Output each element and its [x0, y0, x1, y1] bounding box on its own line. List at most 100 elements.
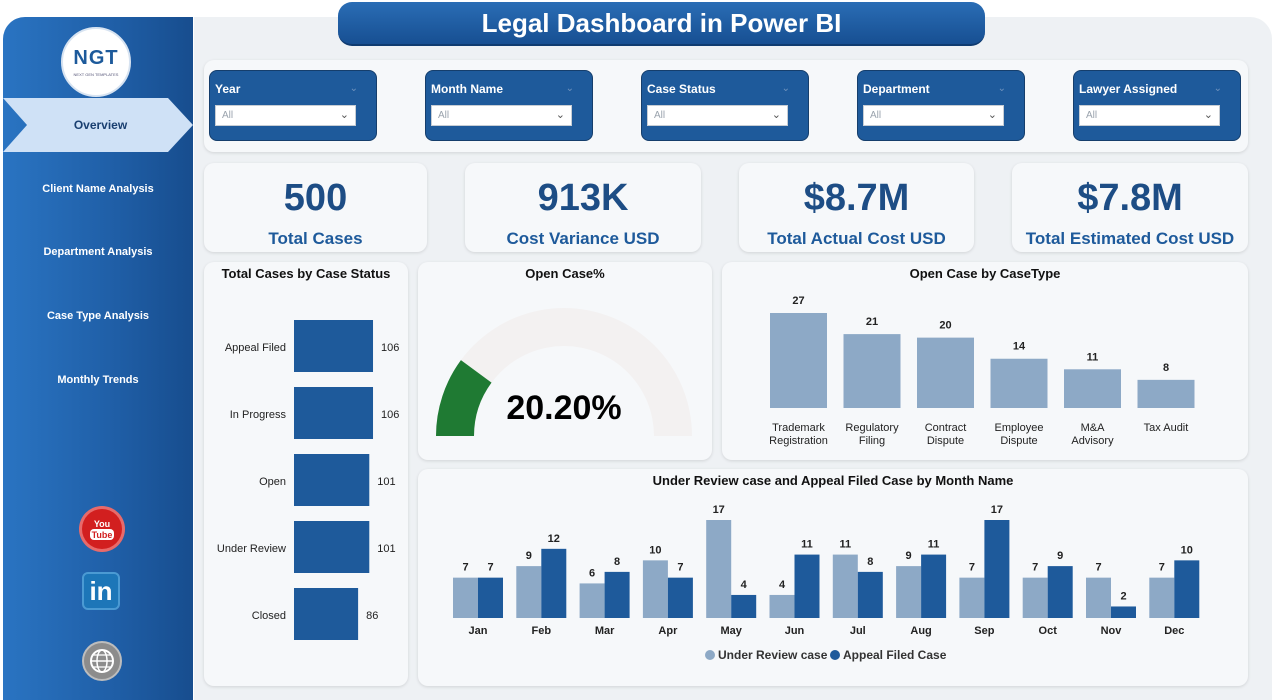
chevron-down-icon: ⌄: [555, 109, 565, 121]
data-label: 9: [906, 550, 912, 562]
bar: [896, 566, 922, 618]
data-label: 10: [649, 544, 661, 556]
monthly-chart-card: Under Review case and Appeal Filed Case …: [418, 469, 1248, 686]
nav-item-overview[interactable]: Overview: [3, 98, 193, 152]
bar: [984, 520, 1010, 618]
kpi-label: Total Cases: [268, 229, 363, 248]
lawyer-assigned-select[interactable]: All ⌄: [1079, 105, 1220, 126]
bar: [731, 594, 757, 618]
kpi-value: 500: [283, 177, 348, 219]
kpi-card-total-cases: 500 Total Cases: [204, 163, 427, 252]
category-label: Jan: [469, 625, 488, 637]
category-label: M&A: [1081, 422, 1106, 434]
bar: [857, 571, 883, 618]
bar: [1149, 577, 1175, 618]
data-label: 2: [1120, 590, 1126, 602]
chevron-down-icon[interactable]: ⌄: [997, 83, 1006, 94]
bar: [294, 454, 370, 506]
nav-active-arrow-shape: [3, 98, 193, 152]
bar: [1022, 577, 1048, 618]
nav-item-monthly-trends[interactable]: Monthly Trends: [57, 374, 139, 386]
select-value: All: [438, 110, 450, 121]
svg-text:Tube: Tube: [92, 530, 113, 540]
kpi-label: Total Estimated Cost USD: [1025, 229, 1235, 248]
data-label: 27: [792, 295, 804, 307]
filter-lawyer-assigned: Lawyer Assigned ⌄ All ⌄: [1073, 70, 1241, 141]
chart-title: Total Cases by Case Status: [221, 266, 391, 281]
kpi-value: $8.7M: [803, 177, 910, 219]
filter-label: Month Name: [431, 82, 503, 96]
globe-icon[interactable]: [82, 641, 122, 681]
category-label: Filing: [859, 435, 885, 447]
dashboard-title-bar: Legal Dashboard in Power BI: [338, 2, 985, 46]
bar: [990, 358, 1048, 408]
category-label: Appeal Filed: [225, 342, 286, 354]
data-label: 21: [866, 316, 878, 328]
bar: [453, 577, 478, 618]
year-select[interactable]: All ⌄: [215, 105, 356, 126]
kpi-value: 913K: [537, 177, 629, 219]
data-label: 7: [462, 562, 468, 574]
bar: [1047, 566, 1073, 618]
logo-subtext: NEXT GEN TEMPLATES: [73, 72, 119, 77]
nav-item-label: Overview: [73, 118, 128, 132]
bar: [541, 548, 567, 618]
category-label: Regulatory: [845, 422, 899, 434]
open-case-gauge-card: Open Case% 20.20%: [418, 262, 712, 460]
youtube-icon[interactable]: You Tube: [82, 509, 122, 549]
bar: [516, 566, 542, 618]
open-case-gauge: 20.20%: [436, 308, 692, 436]
category-label: Under Review: [217, 543, 286, 555]
bar: [770, 313, 827, 408]
data-label: 12: [548, 533, 560, 545]
logo-text: NGT: [73, 47, 119, 69]
month-name-select[interactable]: All ⌄: [431, 105, 572, 126]
data-label: 9: [526, 550, 532, 562]
case-status-chart-card: Total Cases by Case Status Appeal Filed 1…: [204, 262, 408, 686]
category-label: Open: [259, 476, 286, 488]
legend-label: Appeal Filed Case: [843, 648, 947, 662]
chevron-down-icon[interactable]: ⌄: [781, 83, 790, 94]
category-label: Closed: [252, 610, 286, 622]
category-label: Tax Audit: [1144, 422, 1189, 434]
chevron-down-icon[interactable]: ⌄: [565, 83, 574, 94]
case-type-chart-card: Open Case by CaseType 27 Trademark Registr…: [722, 262, 1248, 460]
case-status-bar-chart: Appeal Filed 106 In Progress 106 Open 101 Unde…: [217, 320, 399, 640]
category-label: Apr: [658, 625, 678, 637]
bar: [1111, 606, 1136, 618]
gauge-fill: [436, 360, 492, 436]
data-label: 101: [377, 543, 395, 555]
data-label: 14: [1013, 341, 1026, 353]
nav-item-case-type-analysis[interactable]: Case Type Analysis: [46, 310, 150, 322]
data-label: 106: [381, 409, 399, 421]
filter-label: Case Status: [647, 82, 716, 96]
bar: [579, 583, 605, 618]
department-select[interactable]: All ⌄: [863, 105, 1004, 126]
chevron-down-icon: ⌄: [339, 109, 349, 121]
youtube-glyph: You Tube: [90, 519, 114, 540]
category-label: Nov: [1101, 625, 1123, 637]
filter-month-name: Month Name ⌄ All ⌄: [425, 70, 593, 141]
linkedin-icon[interactable]: in: [82, 572, 120, 610]
kpi-card-total-estimated-cost: $7.8M Total Estimated Cost USD: [1012, 163, 1248, 252]
category-label: Employee: [995, 422, 1044, 434]
data-label: 106: [381, 342, 399, 354]
nav-item-client-name-analysis[interactable]: Client Name Analysis: [42, 183, 154, 195]
bar: [667, 577, 693, 618]
chevron-down-icon[interactable]: ⌄: [349, 83, 358, 94]
chevron-down-icon[interactable]: ⌄: [1213, 83, 1222, 94]
category-label: Jun: [785, 625, 805, 637]
chevron-down-icon: ⌄: [771, 109, 781, 121]
logo: NGT NEXT GEN TEMPLATES: [61, 27, 131, 97]
case-status-select[interactable]: All ⌄: [647, 105, 788, 126]
gauge-track: [436, 308, 692, 436]
chart-title: Open Case by CaseType: [909, 266, 1061, 281]
data-label: 4: [741, 579, 748, 591]
nav-item-department-analysis[interactable]: Department Analysis: [43, 246, 153, 258]
data-label: 11: [928, 539, 940, 551]
data-label: 8: [614, 556, 620, 568]
category-label: Oct: [1039, 625, 1058, 637]
category-label: Aug: [910, 625, 931, 637]
category-label: Contract: [925, 422, 967, 434]
